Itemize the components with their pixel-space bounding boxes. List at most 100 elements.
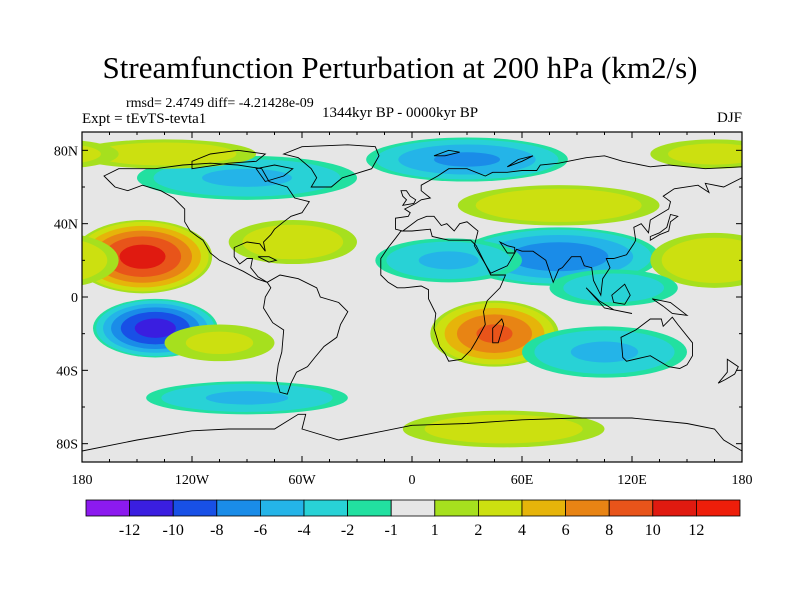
- anomaly-center: [82, 220, 742, 294]
- x-tick-label: 60W: [288, 473, 316, 488]
- coast-arctic-islands: [191, 149, 267, 170]
- coast-madagascar: [492, 318, 505, 344]
- x-tick-label: 120W: [175, 473, 210, 488]
- contour-band: [570, 341, 639, 363]
- anomaly-center: [228, 220, 357, 264]
- contour-band: [205, 391, 289, 405]
- contour-band: [134, 318, 176, 338]
- y-tick-label: 0: [71, 291, 78, 306]
- colorbar-swatch: [129, 499, 174, 517]
- coast-caribbean: [257, 256, 278, 263]
- x-tick-label: 180: [732, 473, 753, 488]
- colorbar-label: -4: [297, 522, 310, 539]
- colorbar-swatch: [652, 499, 697, 517]
- contour-band: [475, 188, 642, 222]
- contour-band: [82, 145, 101, 163]
- y-tick-label: 40S: [56, 364, 78, 379]
- contour-band: [732, 147, 742, 161]
- colorbar-label: 12: [688, 522, 704, 539]
- x-tick-label: 180: [72, 473, 93, 488]
- colorbar-swatch: [303, 499, 348, 517]
- season-text: DJF: [716, 110, 742, 126]
- coast-greenland: [282, 144, 380, 188]
- coast-indonesia: [585, 287, 633, 314]
- coast-africa: [380, 228, 507, 362]
- coast-svalbard: [433, 149, 460, 157]
- contour-band: [661, 237, 742, 283]
- colorbar-swatch: [565, 499, 610, 517]
- colorbar-swatch: [172, 499, 218, 517]
- contour-band: [418, 251, 479, 270]
- chart-title: Streamfunction Perturbation at 200 hPa (…: [102, 50, 698, 85]
- colorbar-swatch: [608, 499, 654, 517]
- colorbar-swatch: [434, 499, 479, 517]
- coast-south-america: [263, 274, 349, 395]
- colorbar-swatch: [347, 499, 392, 517]
- colorbar-swatch: [390, 499, 436, 517]
- colorbar: -12 -10 -8 -6 -4 -2 -1 1 2 4 6 8 10 12: [85, 499, 741, 539]
- anomaly-center: [93, 298, 218, 358]
- x-tick-label: 0: [409, 473, 416, 488]
- colorbar-swatch: [85, 499, 130, 517]
- colorbar-label: -8: [210, 522, 223, 539]
- stats-text: rmsd= 2.4749 diff= -4.21428e-09: [126, 96, 314, 111]
- colorbar-label: 8: [605, 522, 613, 539]
- x-tick-label: 60E: [511, 473, 534, 488]
- contour-band: [119, 244, 166, 269]
- coast-north-america: [103, 162, 311, 283]
- anomaly-center: [549, 269, 678, 307]
- contour-band: [202, 168, 292, 187]
- anomaly-center: [366, 137, 568, 182]
- anomaly-center: [375, 238, 522, 283]
- anomaly-center: [146, 381, 348, 415]
- colorbar-label: -1: [385, 522, 398, 539]
- anomaly-center: [522, 326, 687, 378]
- colorbar-label: -6: [254, 522, 267, 539]
- colorbar-swatch: [477, 499, 523, 517]
- colorbar-label: -10: [163, 522, 184, 539]
- coastlines: [82, 144, 742, 452]
- period-text: 1344kyr BP - 0000kyr BP: [322, 105, 479, 121]
- anomaly-center: [82, 139, 742, 169]
- colorbar-label: -2: [341, 522, 354, 539]
- experiment-text: Expt = tEvTS-tevta1: [82, 111, 207, 127]
- contour-band: [509, 242, 609, 272]
- contour-band: [563, 273, 665, 303]
- contour-band: [668, 143, 742, 165]
- coast-uk: [400, 190, 417, 206]
- x-tick-label: 120E: [617, 473, 647, 488]
- coast-baffin: [255, 164, 294, 183]
- axes: 180 120W 60W 0 60E 120E 180 80N 40N 0 40S 80S: [54, 132, 753, 488]
- y-tick-label: 40N: [54, 218, 78, 233]
- anomaly-center: [82, 139, 742, 169]
- coast-japan: [649, 213, 679, 241]
- coast-new-zealand: [717, 358, 739, 384]
- colorbar-label: 10: [645, 522, 661, 539]
- colorbar-label: -12: [119, 522, 140, 539]
- contour-band: [424, 414, 583, 444]
- coast-borneo-guinea: [611, 283, 631, 305]
- coast-australia: [620, 316, 693, 369]
- coast-antarctica: [82, 413, 742, 452]
- contour-band: [736, 242, 742, 271]
- coast-eurasia: [395, 155, 742, 297]
- anomaly-center: [164, 324, 275, 362]
- contour-band: [185, 331, 254, 355]
- contour-band: [433, 152, 501, 167]
- colorbar-swatch: [216, 499, 261, 517]
- contour-band: [92, 142, 237, 166]
- anomaly-center: [82, 232, 742, 288]
- colorbar-swatch: [521, 499, 566, 517]
- anomaly-field: [82, 137, 742, 448]
- colorbar-label: 6: [562, 522, 570, 539]
- contour-band: [732, 238, 742, 275]
- contour-band: [242, 224, 344, 260]
- coast-arabia-inner: [498, 240, 516, 254]
- coast-new-guinea: [651, 298, 689, 316]
- y-tick-label: 80N: [54, 144, 78, 159]
- coast-novaya-zemlya: [507, 155, 534, 168]
- y-tick-label: 80S: [56, 438, 78, 453]
- colorbar-swatch: [259, 499, 305, 517]
- colorbar-label: 1: [431, 522, 439, 539]
